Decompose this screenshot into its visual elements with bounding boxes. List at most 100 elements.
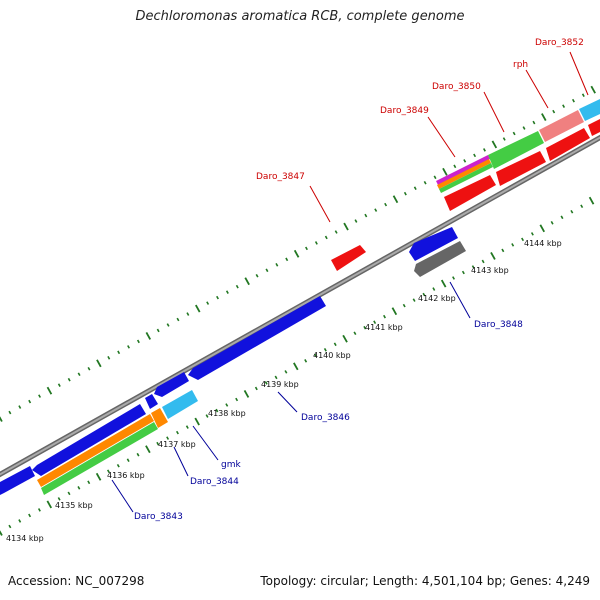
major-tick bbox=[343, 222, 349, 231]
minor-tick bbox=[530, 232, 534, 236]
gene-block-reverse-6[interactable] bbox=[409, 227, 458, 261]
minor-tick bbox=[67, 491, 71, 496]
minor-tick bbox=[314, 241, 318, 245]
gene-label[interactable]: gmk bbox=[221, 460, 241, 470]
major-tick bbox=[342, 334, 348, 343]
gene-block-forward-5[interactable] bbox=[588, 119, 600, 136]
minor-tick bbox=[374, 208, 378, 212]
kbp-label: 4137 kbp bbox=[158, 440, 196, 449]
minor-tick bbox=[156, 441, 160, 446]
minor-tick bbox=[77, 486, 81, 490]
gene-block-orange-2[interactable] bbox=[437, 159, 491, 189]
minor-tick bbox=[87, 366, 91, 371]
gene-block-reverse-4[interactable] bbox=[154, 372, 189, 397]
minor-tick bbox=[37, 508, 41, 512]
minor-tick bbox=[166, 323, 170, 327]
minor-tick bbox=[402, 303, 406, 308]
gene-label[interactable]: Daro_3848 bbox=[474, 320, 523, 330]
gene-block-green-3[interactable] bbox=[488, 131, 544, 169]
gene-block-green-1[interactable] bbox=[41, 422, 158, 495]
gene-block-green-2[interactable] bbox=[439, 163, 493, 193]
minor-tick bbox=[87, 480, 91, 485]
minor-tick bbox=[453, 164, 457, 169]
gene-block-orange[interactable] bbox=[37, 414, 154, 487]
minor-tick bbox=[116, 463, 120, 468]
minor-tick bbox=[166, 436, 170, 440]
major-tick bbox=[46, 386, 53, 395]
gene-label[interactable]: Daro_3849 bbox=[380, 106, 429, 116]
kbp-label: 4134 kbp bbox=[6, 534, 44, 543]
gene-block-forward-3[interactable] bbox=[496, 151, 546, 186]
gene-block-reverse-5[interactable] bbox=[188, 296, 326, 380]
kbp-labels: 4134 kbp 4135 kbp 4136 kbp 4137 kbp 4138… bbox=[6, 239, 562, 543]
gene-block-forward-1[interactable] bbox=[331, 245, 366, 271]
minor-tick bbox=[463, 159, 467, 163]
minor-tick bbox=[353, 331, 357, 336]
gene-block-reverse-1[interactable] bbox=[0, 466, 35, 495]
minor-tick bbox=[235, 397, 239, 402]
minor-tick bbox=[581, 93, 585, 98]
gene-label[interactable]: Daro_3843 bbox=[134, 512, 183, 522]
major-tick bbox=[243, 390, 250, 398]
minor-tick bbox=[67, 377, 71, 382]
minor-tick bbox=[77, 372, 81, 377]
gene-block-magenta[interactable] bbox=[436, 155, 490, 185]
minor-tick bbox=[225, 403, 229, 407]
minor-tick bbox=[255, 273, 259, 278]
map-title: Dechloromonas aromatica RCB, complete ge… bbox=[135, 9, 465, 24]
kbp-label: 4139 kbp bbox=[261, 380, 299, 389]
gene-label[interactable]: Daro_3852 bbox=[535, 38, 584, 48]
minor-tick bbox=[552, 109, 556, 114]
minor-tick bbox=[550, 221, 554, 225]
outer-tick-ring bbox=[0, 85, 596, 422]
minor-tick bbox=[28, 399, 32, 404]
minor-tick bbox=[481, 259, 485, 264]
gene-label[interactable]: Daro_3844 bbox=[190, 477, 239, 487]
minor-tick bbox=[206, 301, 210, 305]
inner-tick-ring bbox=[0, 196, 595, 536]
minor-tick bbox=[264, 381, 268, 385]
gene-label[interactable]: Daro_3850 bbox=[432, 82, 481, 92]
minor-tick bbox=[324, 235, 328, 240]
gene-label[interactable]: rph bbox=[513, 60, 528, 70]
minor-tick bbox=[433, 175, 437, 180]
gene-block-cyan-1[interactable] bbox=[162, 390, 198, 419]
minor-tick bbox=[502, 137, 506, 141]
major-tick bbox=[0, 416, 3, 422]
gene-block-reverse-3[interactable] bbox=[145, 394, 158, 409]
minor-tick bbox=[126, 458, 130, 463]
major-tick bbox=[392, 195, 399, 204]
minor-tick bbox=[215, 408, 219, 413]
minor-tick bbox=[175, 430, 179, 435]
gene-block-pink[interactable] bbox=[539, 110, 584, 142]
minor-tick bbox=[285, 257, 289, 262]
major-tick bbox=[440, 279, 447, 288]
minor-tick bbox=[334, 230, 338, 234]
minor-tick bbox=[403, 191, 407, 196]
gene-block-forward-2[interactable] bbox=[444, 175, 496, 211]
minor-tick bbox=[107, 356, 111, 360]
minor-tick bbox=[38, 394, 42, 398]
gene-label[interactable]: Daro_3847 bbox=[256, 172, 305, 182]
minor-tick bbox=[560, 215, 564, 220]
gene-block-orange-small[interactable] bbox=[151, 408, 168, 428]
minor-tick bbox=[323, 348, 327, 352]
major-tick bbox=[195, 304, 201, 313]
gene-block-gray[interactable] bbox=[414, 241, 466, 277]
major-tick bbox=[293, 362, 299, 371]
gene-label[interactable]: Daro_3846 bbox=[301, 413, 350, 423]
minor-tick bbox=[383, 314, 386, 319]
major-tick bbox=[194, 417, 200, 426]
major-tick bbox=[145, 445, 151, 454]
gene-block-reverse-2[interactable] bbox=[32, 404, 146, 476]
minor-tick bbox=[422, 292, 426, 297]
gene-block-cyan-2[interactable] bbox=[579, 99, 600, 121]
minor-tick bbox=[364, 213, 368, 218]
leader-lines bbox=[111, 51, 589, 513]
gene-block-forward-4[interactable] bbox=[546, 128, 590, 161]
minor-tick bbox=[452, 276, 456, 280]
major-tick bbox=[95, 472, 102, 481]
minor-tick bbox=[205, 414, 209, 418]
minor-tick bbox=[473, 153, 477, 158]
